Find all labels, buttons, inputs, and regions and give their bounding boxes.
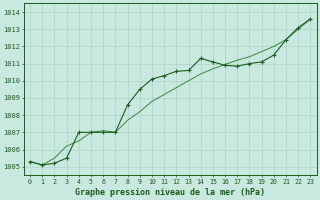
X-axis label: Graphe pression niveau de la mer (hPa): Graphe pression niveau de la mer (hPa): [75, 188, 265, 197]
